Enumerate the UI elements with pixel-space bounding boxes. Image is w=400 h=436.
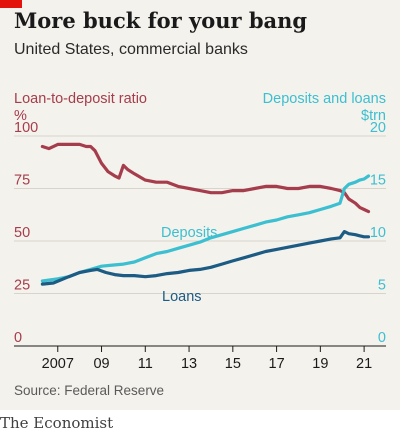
brand-wordmark: The Economist — [0, 414, 114, 432]
chart-title: More buck for your bang — [14, 8, 308, 33]
left-tick-label: 50 — [14, 225, 30, 241]
right-tick-label: 15 — [370, 173, 386, 189]
left-tick-label: 75 — [14, 173, 30, 189]
left-axis-unit: % — [14, 108, 27, 124]
x-tick-label: 21 — [356, 356, 372, 372]
x-tick-label: 19 — [312, 356, 328, 372]
brand-red-tag — [0, 0, 22, 8]
deposits-annotation: Deposits — [161, 225, 217, 241]
x-tick-label: 15 — [225, 356, 241, 372]
right-tick-label: 5 — [378, 278, 386, 294]
deposits-line — [40, 174, 371, 283]
right-tick-label: 0 — [378, 330, 386, 346]
loans-annotation: Loans — [162, 289, 202, 305]
x-tick-label: 17 — [269, 356, 285, 372]
x-tick-label: 09 — [93, 356, 109, 372]
left-tick-label: 25 — [14, 278, 30, 294]
right-tick-label: 10 — [370, 225, 386, 241]
right-tick-label: 20 — [370, 120, 386, 136]
x-tick-label: 11 — [138, 356, 153, 372]
chart-plot: Loan-to-deposit ratio % Deposits and loa… — [14, 91, 386, 372]
x-tick-label: 2007 — [42, 356, 74, 372]
left-axis-title: Loan-to-deposit ratio — [14, 91, 147, 107]
loans-line — [40, 230, 371, 286]
left-tick-label: 100 — [14, 120, 38, 136]
chart-subtitle: United States, commercial banks — [14, 41, 248, 58]
chart-frame: More buck for your bang United States, c… — [0, 0, 400, 410]
source-note: Source: Federal Reserve — [14, 383, 165, 398]
right-axis-unit: $trn — [361, 108, 386, 124]
ratio-line — [40, 142, 371, 214]
right-axis-title: Deposits and loans — [263, 91, 386, 107]
series-layer — [40, 142, 371, 286]
x-tick-label: 13 — [181, 356, 197, 372]
left-tick-label: 0 — [14, 330, 22, 346]
x-axis: 2007 09 11 13 15 17 19 21 — [42, 346, 372, 372]
